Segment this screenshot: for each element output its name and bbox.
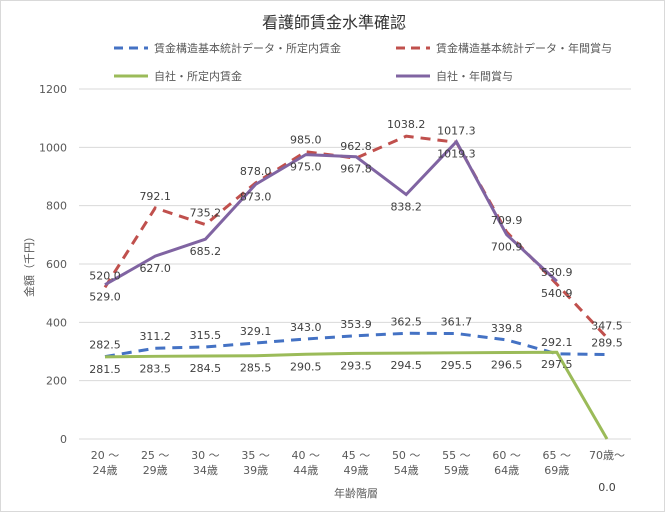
x-tick-label: 24歳 bbox=[93, 464, 118, 477]
data-label: 962.8 bbox=[340, 140, 372, 153]
data-label: 282.5 bbox=[89, 339, 121, 352]
data-label: 520.0 bbox=[89, 269, 121, 282]
y-tick-label: 200 bbox=[46, 375, 67, 388]
data-label: 1038.2 bbox=[387, 118, 426, 131]
x-axis-label: 年齢階層 bbox=[334, 486, 378, 500]
x-tick-label: 25 ～ bbox=[141, 449, 170, 462]
data-label: 329.1 bbox=[240, 325, 272, 338]
y-axis-label: 金額（千円） bbox=[22, 231, 36, 297]
data-label: 285.5 bbox=[240, 362, 272, 375]
data-label: 529.0 bbox=[89, 291, 121, 304]
x-tick-label: 70歳～ bbox=[589, 449, 625, 462]
x-tick-label: 55 ～ bbox=[442, 449, 471, 462]
y-tick-label: 800 bbox=[46, 200, 67, 213]
data-label: 296.5 bbox=[491, 359, 523, 372]
data-label: 290.5 bbox=[290, 360, 322, 373]
y-tick-label: 1200 bbox=[39, 83, 67, 96]
data-label: 294.5 bbox=[390, 359, 422, 372]
chart-title: 看護師賃金水準確認 bbox=[262, 13, 406, 32]
x-tick-label: 35 ～ bbox=[241, 449, 270, 462]
x-tick-label: 54歳 bbox=[394, 464, 419, 477]
x-tick-label: 50 ～ bbox=[392, 449, 421, 462]
data-label: 1019.3 bbox=[437, 148, 476, 161]
data-label: 362.5 bbox=[390, 315, 422, 328]
data-label: 289.5 bbox=[591, 337, 623, 350]
data-label: 627.0 bbox=[139, 262, 171, 275]
x-tick-label: 39歳 bbox=[243, 464, 268, 477]
data-label: 709.9 bbox=[491, 214, 523, 227]
x-tick-label: 34歳 bbox=[193, 464, 218, 477]
x-tick-label: 49歳 bbox=[344, 464, 369, 477]
data-label: 0.0 bbox=[598, 481, 616, 494]
x-tick-label: 40 ～ bbox=[292, 449, 321, 462]
data-label: 792.1 bbox=[139, 190, 171, 203]
data-label: 295.5 bbox=[441, 359, 473, 372]
data-label: 967.8 bbox=[340, 163, 372, 176]
data-label: 735.2 bbox=[190, 207, 222, 220]
data-label: 311.2 bbox=[139, 330, 171, 343]
data-label: 297.5 bbox=[541, 358, 573, 371]
legend-label: 自社・所定内賃金 bbox=[154, 69, 242, 83]
x-tick-label: 69歳 bbox=[544, 464, 569, 477]
data-label: 530.9 bbox=[541, 266, 573, 279]
x-tick-label: 30 ～ bbox=[191, 449, 220, 462]
legend-label: 賃金構造基本統計データ・所定内賃金 bbox=[154, 41, 341, 55]
x-tick-label: 44歳 bbox=[293, 464, 318, 477]
data-label: 339.8 bbox=[491, 322, 523, 335]
x-tick-label: 20 ～ bbox=[91, 449, 120, 462]
data-label: 700.9 bbox=[491, 241, 523, 254]
series-line bbox=[104, 350, 609, 440]
data-label: 985.0 bbox=[290, 134, 322, 147]
data-label: 292.1 bbox=[541, 336, 573, 349]
x-tick-label: 60 ～ bbox=[492, 449, 521, 462]
legend-label: 自社・年間賞与 bbox=[436, 69, 513, 83]
data-label: 284.5 bbox=[190, 362, 222, 375]
data-label: 975.0 bbox=[290, 161, 322, 174]
y-tick-label: 400 bbox=[46, 316, 67, 329]
legend-label: 賃金構造基本統計データ・年間賞与 bbox=[436, 41, 612, 55]
x-tick-label: 65 ～ bbox=[543, 449, 572, 462]
data-label: 540.9 bbox=[541, 287, 573, 300]
data-label: 315.5 bbox=[190, 329, 222, 342]
data-label: 1017.3 bbox=[437, 124, 476, 137]
data-label: 343.0 bbox=[290, 321, 322, 334]
x-tick-label: 45 ～ bbox=[342, 449, 371, 462]
x-tick-label: 59歳 bbox=[444, 464, 469, 477]
data-label: 281.5 bbox=[89, 363, 121, 376]
y-tick-label: 1000 bbox=[39, 141, 67, 154]
data-label: 873.0 bbox=[240, 190, 272, 203]
data-label: 685.2 bbox=[190, 245, 222, 258]
x-tick-label: 64歳 bbox=[494, 464, 519, 477]
y-tick-label: 0 bbox=[60, 433, 67, 446]
data-label: 838.2 bbox=[390, 201, 422, 214]
data-label: 347.5 bbox=[591, 320, 623, 333]
data-label: 878.0 bbox=[240, 165, 272, 178]
x-tick-label: 29歳 bbox=[143, 464, 168, 477]
series-line bbox=[104, 139, 558, 287]
data-label: 293.5 bbox=[340, 359, 372, 372]
data-label: 353.9 bbox=[340, 318, 372, 331]
y-tick-label: 600 bbox=[46, 258, 67, 271]
data-label: 361.7 bbox=[441, 316, 473, 329]
data-label: 283.5 bbox=[139, 362, 171, 375]
